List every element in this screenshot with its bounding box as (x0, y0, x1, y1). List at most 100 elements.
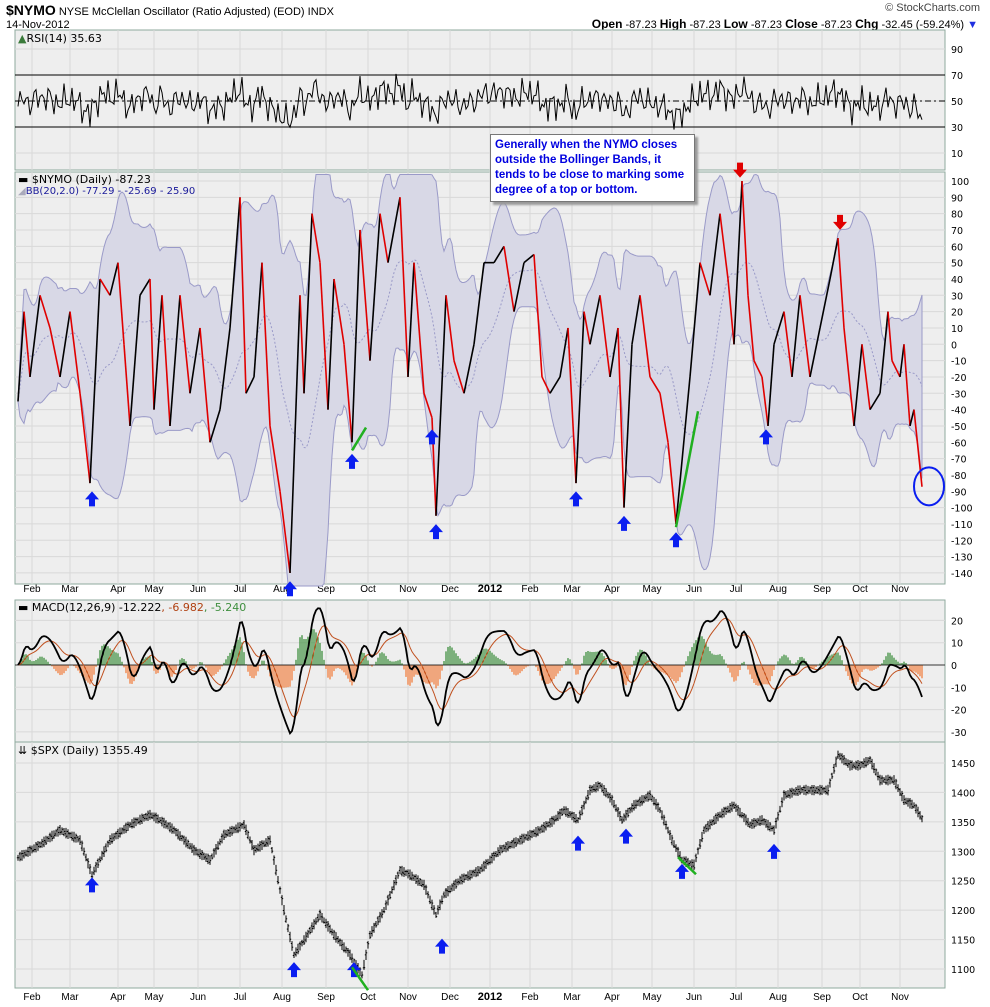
spx-ohlc-bar (432, 905, 436, 915)
rsi-tick-label: 90 (951, 45, 963, 56)
spx-ohlc-bar (614, 804, 618, 812)
spx-ohlc-bar (258, 841, 262, 852)
spx-ohlc-bar (270, 847, 274, 854)
nymo-line-segment (351, 229, 361, 443)
watermark: © StockCharts.com (885, 2, 980, 14)
spx-ohlc-bar (82, 847, 86, 856)
spx-ohlc-bar (788, 788, 792, 799)
red-down-arrow-icon (833, 214, 847, 230)
open-label: Open (591, 17, 623, 31)
month-label: Nov (399, 584, 417, 595)
spx-ohlc-bar (878, 774, 882, 786)
spx-ohlc-bar (216, 841, 220, 851)
nymo-line-segment (675, 376, 691, 525)
nymo-line-segment (445, 295, 455, 361)
spx-tick-label: 1100 (951, 965, 975, 976)
spx-ohlc-bar (622, 813, 626, 822)
nymo-tick-label: 70 (951, 226, 963, 237)
spx-ohlc-bar (456, 878, 460, 886)
spx-ohlc-bar (424, 884, 428, 895)
nymo-line-segment (407, 262, 415, 378)
spx-ohlc-bar (646, 791, 650, 802)
spx-ohlc-bar (644, 794, 648, 802)
spx-ohlc-bar (620, 816, 624, 824)
spx-ohlc-bar (238, 822, 242, 832)
spx-ohlc-bar (408, 869, 412, 881)
nymo-tick-label: -10 (951, 357, 967, 368)
spx-ohlc-bar (312, 919, 316, 930)
nymo-line-segment (423, 393, 433, 419)
ohlc-readout: Open -87.23 High -87.23 Low -87.23 Close… (592, 17, 978, 31)
nymo-line-segment (189, 327, 201, 394)
spx-ohlc-bar (470, 869, 474, 879)
nymo-line-segment (23, 311, 31, 378)
spx-ohlc-bar (170, 823, 174, 834)
rsi-tick-label: 10 (951, 149, 963, 160)
spx-ohlc-bar (476, 865, 480, 877)
spx-ohlc-bar (542, 821, 546, 833)
spx-ohlc-bar (696, 847, 700, 855)
spx-ohlc-bar (708, 819, 712, 830)
spx-ohlc-bar (534, 826, 538, 838)
spx-ohlc-bar (562, 806, 566, 814)
spx-ohlc-bar (272, 855, 276, 865)
spx-ohlc-bar (886, 774, 890, 786)
spx-ohlc-bar (610, 794, 614, 806)
month-label: Oct (360, 992, 376, 1003)
spx-ohlc-bar (338, 938, 342, 947)
nymo-tick-label: -90 (951, 487, 967, 498)
month-label: Jun (190, 584, 206, 595)
spx-ohlc-bar (850, 760, 854, 771)
nymo-line-segment (659, 393, 669, 443)
spx-ohlc-bar (58, 824, 62, 836)
nymo-line-segment (319, 262, 329, 410)
spx-ohlc-bar (712, 816, 716, 826)
spx-ohlc-bar (466, 871, 470, 881)
line-legend-icon: ▬ (18, 173, 32, 186)
spx-ohlc-bar (634, 799, 638, 809)
spx-ohlc-bar (452, 880, 456, 891)
spx-ohlc-bar (736, 804, 740, 816)
nymo-tick-label: 30 (951, 291, 963, 302)
spx-ohlc-bar (266, 836, 270, 847)
spx-ohlc-bar (720, 808, 724, 819)
spx-ohlc-bar (578, 810, 582, 820)
spx-ohlc-bar (436, 905, 440, 915)
open-value: -87.23 (625, 19, 657, 31)
spx-ohlc-bar (248, 836, 252, 844)
month-label: Aug (273, 584, 291, 595)
spx-ohlc-bar (464, 874, 468, 881)
nymo-line-segment (311, 213, 321, 263)
month-label: Feb (23, 584, 41, 595)
spx-ohlc-bar (204, 853, 208, 862)
spx-ohlc-bar (536, 826, 540, 837)
spx-ohlc-bar (360, 971, 364, 979)
spx-ohlc-bar (844, 758, 848, 766)
chart-date: 14-Nov-2012 (6, 19, 70, 31)
bollinger-band-area (17, 173, 923, 587)
annotation-box[interactable]: Generally when the NYMO closes outside t… (490, 134, 695, 202)
spx-ohlc-bar (674, 844, 678, 853)
spx-ohlc-bar (842, 754, 846, 766)
nymo-line-segment (473, 262, 485, 345)
spx-ohlc-bar (68, 831, 72, 839)
nymo-line-segment (289, 295, 301, 573)
month-label: Jun (686, 584, 702, 595)
spx-ohlc-bar (44, 835, 48, 846)
spx-ohlc-bar (396, 871, 400, 879)
spx-ohlc-bar (74, 833, 78, 843)
nymo-line-segment (819, 278, 831, 329)
spx-ohlc-bar (576, 817, 580, 824)
spx-tick-label: 1400 (951, 788, 975, 799)
month-label: Aug (769, 992, 787, 1003)
nymo-line-segment (903, 344, 911, 427)
month-label: 2012 (478, 991, 502, 1003)
spx-ohlc-bar (418, 877, 422, 887)
spx-ohlc-bar (588, 784, 592, 796)
nymo-line-segment (639, 295, 651, 378)
spx-ohlc-bar (502, 844, 506, 852)
spx-ohlc-bar (348, 949, 352, 961)
dropdown-triangle-icon[interactable]: ▼ (967, 19, 978, 31)
close-value: -87.23 (820, 19, 853, 31)
